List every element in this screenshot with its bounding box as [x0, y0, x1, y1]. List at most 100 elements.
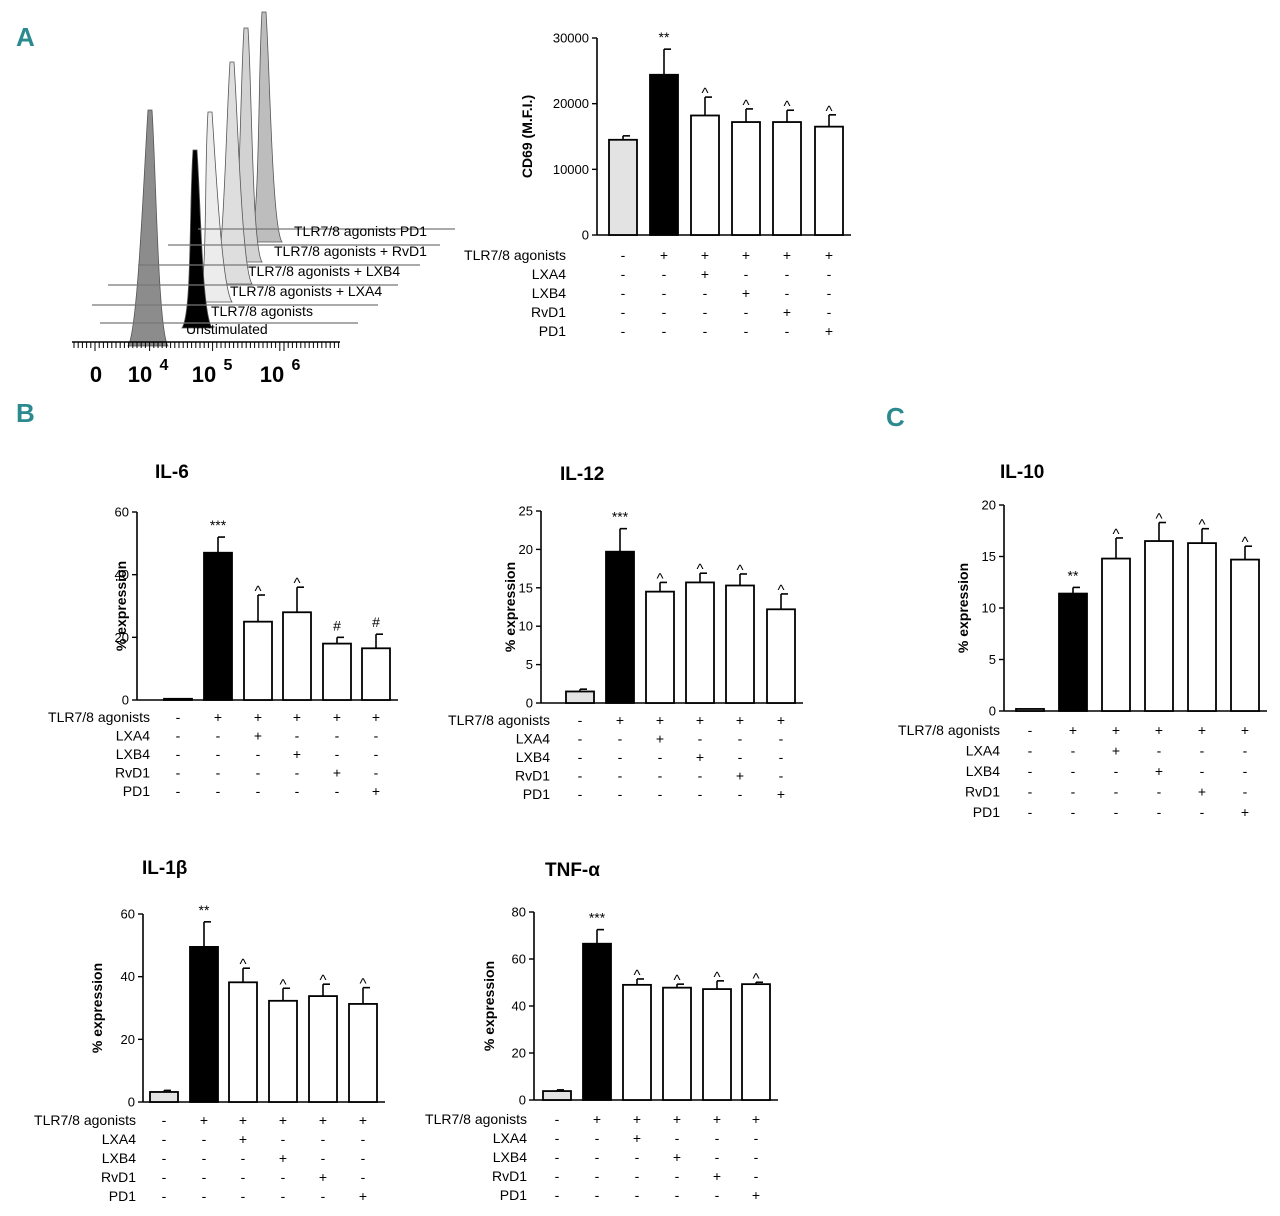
- treatment-sign-cd69: -: [827, 304, 832, 320]
- treatment-sign-il12: +: [777, 786, 785, 802]
- treatment-sign-il1b: -: [321, 1131, 326, 1147]
- treatment-sign-cd69: +: [660, 247, 668, 263]
- treatment-row-label-il12: RvD1: [515, 768, 550, 784]
- treatment-sign-il12: -: [658, 749, 663, 765]
- treatment-sign-il6: +: [254, 728, 262, 744]
- treatment-row-label-il1b: LXA4: [102, 1131, 136, 1147]
- chart-title-il10: IL-10: [1000, 462, 1045, 483]
- bar-cd69: [649, 73, 679, 236]
- significance-label-cd69: ^: [701, 85, 708, 102]
- treatment-sign-il12: -: [738, 749, 743, 765]
- treatment-sign-il12: +: [777, 712, 785, 728]
- treatment-sign-cd69: +: [701, 266, 709, 282]
- treatment-sign-il6: -: [176, 709, 181, 725]
- treatment-sign-il10: +: [1155, 763, 1163, 779]
- bar-tnfa: [622, 983, 652, 1101]
- treatment-sign-il12: -: [698, 731, 703, 747]
- treatment-sign-il1b: -: [202, 1169, 207, 1185]
- bar-il6: [361, 647, 391, 701]
- y-tick-label-tnfa: 60: [512, 952, 526, 967]
- treatment-sign-il10: -: [1028, 804, 1033, 820]
- significance-label-cd69: **: [659, 29, 670, 45]
- treatment-sign-il6: -: [374, 728, 379, 744]
- significance-label-tnfa: ^: [633, 967, 640, 984]
- y-tick-label-il12: 10: [519, 619, 533, 634]
- y-axis-label-il10: % expression: [955, 563, 971, 653]
- treatment-sign-il1b: -: [202, 1188, 207, 1204]
- histogram-x-tick-label: 10: [128, 362, 152, 387]
- treatment-sign-tnfa: -: [555, 1187, 560, 1203]
- histogram-x-tick-label: 10: [260, 362, 284, 387]
- treatment-sign-il6: +: [214, 709, 222, 725]
- y-tick-label-il6: 20: [115, 630, 129, 645]
- treatment-sign-il12: -: [738, 786, 743, 802]
- treatment-sign-tnfa: +: [633, 1111, 641, 1127]
- y-tick-label-cd69: 30000: [553, 31, 589, 46]
- treatment-sign-il12: -: [578, 749, 583, 765]
- treatment-sign-il1b: +: [239, 1112, 247, 1128]
- y-tick-label-cd69: 10000: [553, 162, 589, 177]
- treatment-row-label-il6: TLR7/8 agonists: [48, 709, 150, 725]
- treatment-sign-tnfa: -: [555, 1111, 560, 1127]
- treatment-sign-il10: -: [1028, 784, 1033, 800]
- treatment-sign-il1b: +: [359, 1112, 367, 1128]
- treatment-sign-il10: +: [1198, 784, 1206, 800]
- treatment-sign-il12: -: [658, 786, 663, 802]
- treatment-sign-il6: -: [374, 765, 379, 781]
- peak-agonists: [181, 149, 213, 329]
- treatment-row-label-il10: RvD1: [965, 784, 1000, 800]
- treatment-sign-il6: +: [254, 709, 262, 725]
- y-tick-label-cd69: 0: [582, 228, 589, 243]
- treatment-sign-il1b: -: [321, 1150, 326, 1166]
- treatment-row-label-il10: LXB4: [966, 763, 1000, 779]
- bar-tnfa: [702, 988, 732, 1101]
- y-tick-label-il12: 5: [526, 657, 533, 672]
- treatment-sign-cd69: -: [662, 285, 667, 301]
- treatment-row-label-il1b: PD1: [109, 1188, 136, 1204]
- treatment-sign-il1b: -: [202, 1150, 207, 1166]
- treatment-sign-il12: +: [736, 768, 744, 784]
- bar-il6: [282, 611, 312, 701]
- bar-cd69: [814, 125, 844, 236]
- bar-il12: [725, 584, 755, 704]
- treatment-sign-il1b: -: [281, 1131, 286, 1147]
- bar-il6: [203, 551, 233, 701]
- bar-il12: [565, 690, 595, 704]
- bar-il12: [645, 590, 675, 704]
- treatment-row-label-tnfa: LXB4: [493, 1149, 527, 1165]
- significance-label-tnfa: ***: [589, 910, 606, 926]
- treatment-sign-tnfa: -: [635, 1187, 640, 1203]
- treatment-sign-il6: -: [335, 746, 340, 762]
- histogram-label: TLR7/8 agonists + RvD1: [274, 243, 427, 259]
- treatment-sign-il1b: +: [319, 1169, 327, 1185]
- y-tick-label-il6: 40: [115, 567, 129, 582]
- treatment-sign-cd69: +: [742, 247, 750, 263]
- treatment-sign-cd69: -: [621, 323, 626, 339]
- treatment-sign-il10: -: [1243, 763, 1248, 779]
- treatment-sign-tnfa: +: [752, 1187, 760, 1203]
- treatment-sign-il6: +: [372, 709, 380, 725]
- peak-pd1: [249, 11, 283, 243]
- y-tick-label-il10: 5: [989, 652, 996, 667]
- treatment-sign-il12: -: [618, 768, 623, 784]
- bar-tnfa: [582, 942, 612, 1101]
- chart-title-il12: IL-12: [560, 464, 605, 485]
- treatment-sign-il10: -: [1071, 763, 1076, 779]
- treatment-sign-cd69: -: [662, 323, 667, 339]
- treatment-row-label-cd69: PD1: [539, 323, 566, 339]
- significance-label-tnfa: ^: [713, 969, 720, 986]
- treatment-sign-il1b: -: [162, 1169, 167, 1185]
- histogram-label: Unstimulated: [186, 321, 268, 337]
- treatment-sign-il12: -: [779, 768, 784, 784]
- significance-label-il1b: **: [199, 902, 210, 918]
- y-axis-label-il12: % expression: [502, 562, 518, 652]
- significance-label-tnfa: ^: [673, 972, 680, 989]
- significance-label-il10: **: [1068, 567, 1079, 583]
- treatment-sign-cd69: +: [825, 323, 833, 339]
- treatment-sign-il10: -: [1071, 804, 1076, 820]
- treatment-sign-il10: -: [1114, 763, 1119, 779]
- treatment-row-label-il12: TLR7/8 agonists: [448, 712, 550, 728]
- treatment-sign-il10: +: [1198, 722, 1206, 738]
- y-tick-label-il1b: 60: [121, 907, 135, 922]
